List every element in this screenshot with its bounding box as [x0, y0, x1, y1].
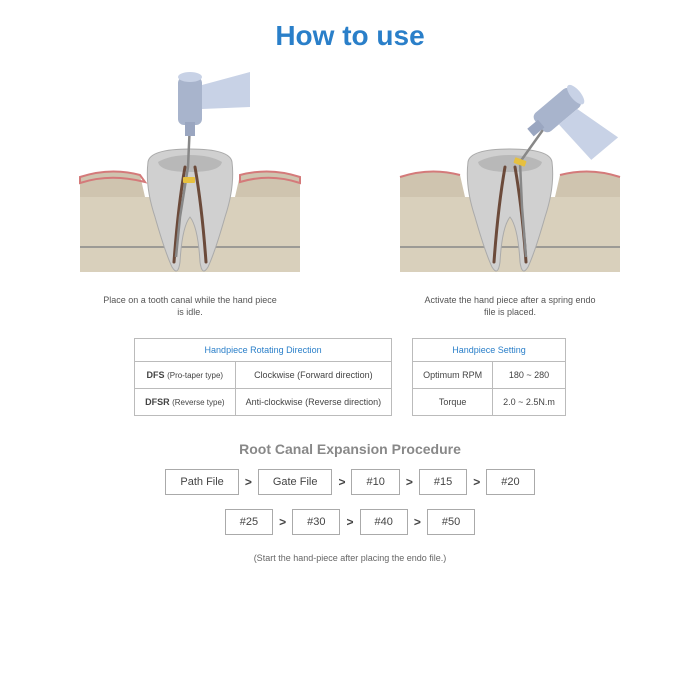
table1-row1-label: DFSR (Reverse type) [135, 389, 235, 416]
step-box: #50 [427, 509, 475, 535]
step-row-1: Path File > Gate File > #10 > #15 > #20 [40, 469, 660, 495]
table1-header: Handpiece Rotating Direction [135, 339, 392, 362]
table2-row1-value: 2.0 ~ 2.5N.m [493, 389, 566, 416]
diagram-right: Activate the hand piece after a spring e… [360, 67, 660, 318]
rotating-direction-table: Handpiece Rotating Direction DFS (Pro-ta… [134, 338, 392, 416]
step-row-2: #25 > #30 > #40 > #50 [40, 509, 660, 535]
setting-table: Handpiece Setting Optimum RPM 180 ~ 280 … [412, 338, 566, 416]
tooth-diagram-active [390, 67, 630, 287]
diagram-left: Place on a tooth canal while the hand pi… [40, 67, 340, 318]
caption-left: Place on a tooth canal while the hand pi… [100, 295, 280, 318]
procedure-title: Root Canal Expansion Procedure [40, 441, 660, 457]
table2-row0-label: Optimum RPM [413, 362, 493, 389]
arrow-icon: > [346, 515, 353, 529]
table2-row0-value: 180 ~ 280 [493, 362, 566, 389]
table1-row0-label: DFS (Pro-taper type) [135, 362, 235, 389]
caption-right: Activate the hand piece after a spring e… [420, 295, 600, 318]
procedure-steps: Path File > Gate File > #10 > #15 > #20 … [40, 469, 660, 543]
procedure-footnote: (Start the hand-piece after placing the … [40, 553, 660, 563]
page-title: How to use [40, 20, 660, 52]
step-box: #10 [351, 469, 399, 495]
arrow-icon: > [279, 515, 286, 529]
arrow-icon: > [406, 475, 413, 489]
tables-row: Handpiece Rotating Direction DFS (Pro-ta… [40, 338, 660, 416]
step-box: Path File [165, 469, 238, 495]
table1-row1-value: Anti-clockwise (Reverse direction) [235, 389, 392, 416]
step-box: #30 [292, 509, 340, 535]
arrow-icon: > [338, 475, 345, 489]
table2-row1-label: Torque [413, 389, 493, 416]
arrow-icon: > [473, 475, 480, 489]
table2-header: Handpiece Setting [413, 339, 566, 362]
diagram-row: Place on a tooth canal while the hand pi… [40, 67, 660, 318]
table1-row0-value: Clockwise (Forward direction) [235, 362, 392, 389]
step-box: #25 [225, 509, 273, 535]
step-box: #20 [486, 469, 534, 495]
arrow-icon: > [245, 475, 252, 489]
step-box: Gate File [258, 469, 333, 495]
arrow-icon: > [414, 515, 421, 529]
step-box: #15 [419, 469, 467, 495]
step-box: #40 [360, 509, 408, 535]
tooth-diagram-idle [70, 67, 310, 287]
